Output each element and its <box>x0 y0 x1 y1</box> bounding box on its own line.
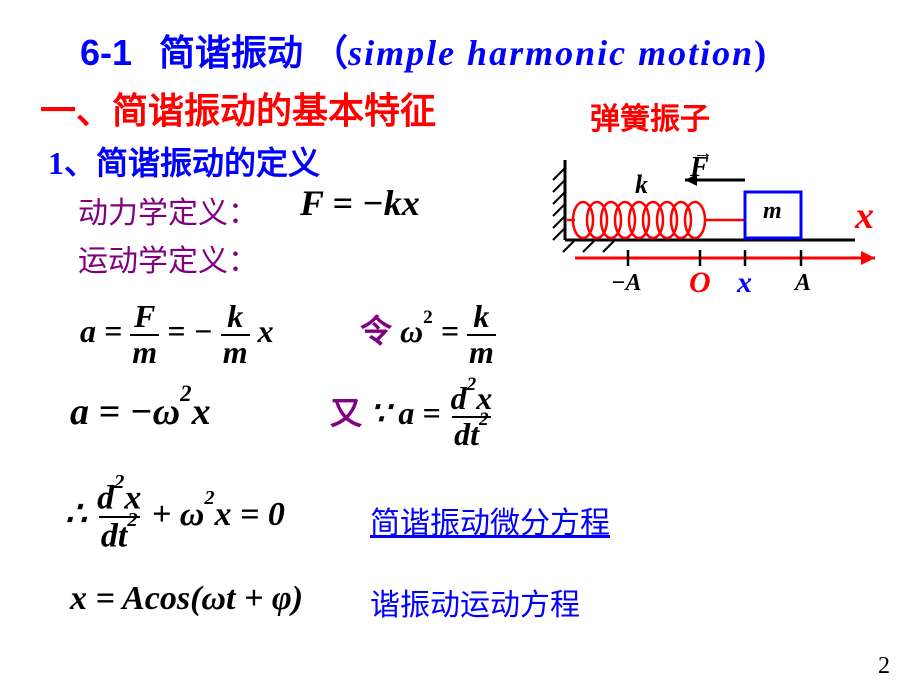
diagram-svg <box>545 150 905 330</box>
A-label: A <box>795 270 811 297</box>
section-title: 6-1 简谐振动 （simple harmonic motion) <box>80 24 766 76</box>
eq-a-second-deriv: 又 ∵ a = d2x dt2 <box>330 382 494 451</box>
eq-a-fraction: a = F m = − k m x <box>80 300 274 369</box>
page-number: 2 <box>878 653 890 680</box>
spring-mass-diagram: k → F m x −A O x A <box>545 150 885 310</box>
section-title-en: simple harmonic motion <box>348 33 754 73</box>
diff-eq-label: 简谐振动微分方程 <box>370 498 610 542</box>
section-title-cn: 简谐振动 <box>159 32 303 73</box>
m-label: m <box>763 198 782 225</box>
x-axis-label: x <box>855 194 874 238</box>
paren-open: （ <box>312 33 348 73</box>
x-mark-label: x <box>737 266 752 300</box>
neg-A-label: −A <box>611 270 642 297</box>
kinematics-label: 运动学定义： <box>78 236 258 280</box>
solution-label: 谐振动运动方程 <box>370 580 580 624</box>
eq-omega-def: 令 ω2 = k m <box>360 300 496 369</box>
origin-label: O <box>689 266 711 300</box>
k-label: k <box>635 170 648 200</box>
diagram-label: 弹簧振子 <box>590 94 710 138</box>
section-number: 6-1 <box>80 32 132 73</box>
dynamics-label: 动力学定义： <box>78 188 258 232</box>
F-label: F <box>690 152 709 184</box>
eq-differential: ∴ d2x dt2 + ω2x = 0 <box>65 480 285 554</box>
eq-a-omega: a = −ω2x <box>70 390 211 434</box>
heading-1: 一、简谐振动的基本特征 <box>40 82 436 134</box>
heading-2: 1、简谐振动的定义 <box>48 138 320 184</box>
paren-close: ) <box>754 33 766 73</box>
eq-solution: x = Acos(ωt + φ) <box>70 580 303 618</box>
eq-force: F = −kx <box>300 182 420 224</box>
